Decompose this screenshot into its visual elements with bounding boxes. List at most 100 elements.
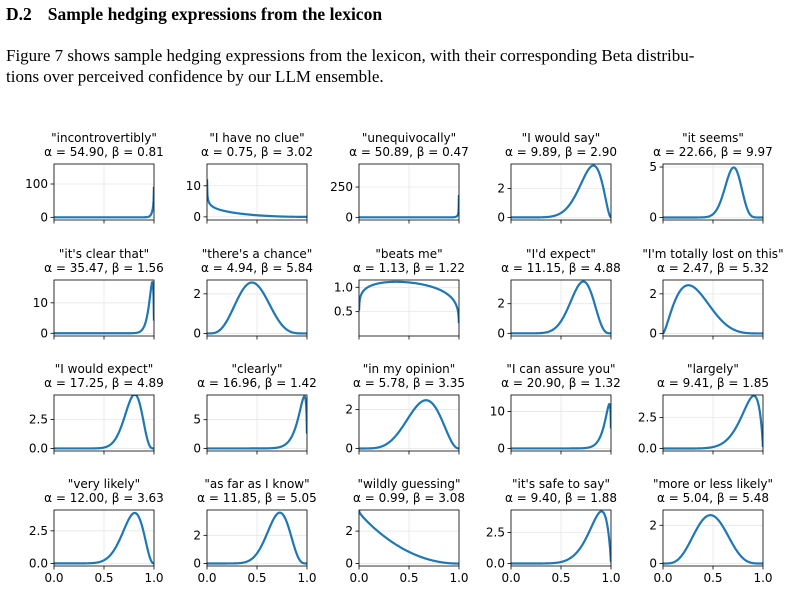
subplot-params: α = 9.40, β = 1.88	[505, 491, 617, 505]
beta-curve	[207, 395, 307, 450]
subplot-title: "I have no clue"	[209, 131, 304, 145]
y-tick-label: 250	[330, 180, 353, 194]
subplot: "largely"α = 9.41, β = 1.85 0.0 2.5	[638, 362, 769, 456]
subplot-params: α = 35.47, β = 1.56	[44, 261, 164, 275]
subplot: "I would expect"α = 17.25, β = 4.89 0.0 2.…	[29, 362, 164, 455]
y-tick-label: 0	[649, 210, 657, 224]
axes-frame	[53, 163, 155, 221]
axes-frame	[206, 163, 308, 221]
beta-curve	[207, 179, 307, 218]
subplot-params: α = 9.41, β = 1.85	[657, 376, 769, 390]
subplot-title: "I would say"	[522, 131, 601, 145]
x-tick-label: 1.0	[753, 571, 772, 585]
y-tick-label: 0	[193, 210, 201, 224]
x-tick-label: 1.0	[449, 571, 468, 585]
subplot-title: "largely"	[687, 362, 739, 376]
y-tick-label: 2.5	[638, 410, 657, 424]
axes-frame	[358, 163, 460, 221]
y-tick-label: 0	[649, 326, 657, 340]
axes-frame	[358, 394, 460, 452]
beta-curve	[359, 195, 459, 219]
y-tick-label: 1.0	[334, 280, 353, 294]
subplot-params: α = 20.90, β = 1.32	[501, 376, 621, 390]
x-tick-label: 1.0	[601, 571, 620, 585]
beta-curve	[511, 280, 611, 335]
subplot-title: "it seems"	[682, 131, 744, 145]
beta-curve	[207, 281, 307, 335]
subplot-title: "more or less likely"	[653, 477, 773, 491]
y-tick-label: 0	[40, 326, 48, 340]
subplot-title: "it's safe to say"	[512, 477, 610, 491]
subplot: "unequivocally"α = 50.89, β = 0.47 0 250	[330, 131, 469, 224]
x-tick-label: 0.0	[44, 571, 63, 585]
beta-curve	[511, 164, 611, 219]
axes-frame	[358, 509, 460, 567]
x-tick-label: 0.0	[197, 571, 216, 585]
y-tick-label: 0	[649, 557, 657, 571]
section-heading: D.2 Sample hedging expressions from the l…	[6, 4, 382, 25]
y-tick-label: 2	[345, 524, 353, 538]
subplot-params: α = 17.25, β = 4.89	[44, 376, 164, 390]
subplot-params: α = 2.47, β = 5.32	[657, 261, 769, 275]
figure-description: Figure 7 shows sample hedging expression…	[6, 45, 801, 87]
subplot-title: "in my opinion"	[363, 362, 456, 376]
y-tick-label: 2	[649, 287, 657, 301]
subplot: "incontrovertibly"α = 54.90, β = 0.81 0 10…	[25, 131, 164, 224]
subplot-title: "clearly"	[231, 362, 282, 376]
beta-curve	[54, 280, 154, 335]
y-tick-label: 2	[193, 287, 201, 301]
subplot-params: α = 11.15, β = 4.88	[501, 261, 621, 275]
x-tick-label: 1.0	[144, 571, 163, 585]
axes-frame	[662, 279, 764, 337]
beta-curve	[663, 514, 763, 565]
beta-curve	[54, 395, 154, 450]
subplot: "clearly"α = 16.96, β = 1.42 0 5	[193, 362, 316, 455]
axes-frame	[206, 509, 308, 567]
paragraph-line-1: Figure 7 shows sample hedging expression…	[6, 46, 695, 65]
x-tick-label: 0.0	[349, 571, 368, 585]
x-tick-label: 0.5	[94, 571, 113, 585]
y-tick-label: 5	[193, 413, 201, 427]
subplot-title: "very likely"	[68, 477, 140, 491]
axes-frame	[53, 509, 155, 567]
subplot-params: α = 54.90, β = 0.81	[44, 145, 164, 159]
y-tick-label: 0	[497, 210, 505, 224]
y-tick-label: 2.5	[29, 412, 48, 426]
subplot: "more or less likely"α = 5.04, β = 5.48 0…	[649, 477, 773, 585]
y-tick-label: 2	[497, 297, 505, 311]
subplot: "I can assure you"α = 20.90, β = 1.32 0 10	[490, 362, 621, 455]
beta-curve	[359, 510, 459, 565]
x-tick-label: 0.5	[247, 571, 266, 585]
subplot-params: α = 16.96, β = 1.42	[197, 376, 317, 390]
subplot: "as far as I know"α = 11.85, β = 5.05 0.0…	[193, 477, 316, 585]
y-tick-label: 0.0	[486, 557, 505, 571]
x-tick-label: 1.0	[297, 571, 316, 585]
axes-frame	[206, 394, 308, 452]
subplot: "in my opinion"α = 5.78, β = 3.35 0 2	[345, 362, 465, 455]
subplot: "it seems"α = 22.66, β = 9.97 0 5	[649, 131, 772, 224]
axes-frame	[510, 509, 612, 567]
subplot-title: "there's a chance"	[202, 247, 312, 261]
subplot: "beats me"α = 1.13, β = 1.22 0.5 1.0	[334, 247, 465, 340]
subplot-params: α = 9.89, β = 2.90	[505, 145, 617, 159]
axes-frame	[510, 163, 612, 221]
subplot-params: α = 4.94, β = 5.84	[201, 261, 313, 275]
y-tick-label: 0.5	[334, 305, 353, 319]
subplot-params: α = 22.66, β = 9.97	[653, 145, 773, 159]
subplot-title: "I can assure you"	[506, 362, 615, 376]
axes-frame	[510, 279, 612, 337]
subplot: "I would say"α = 9.89, β = 2.90 0 2	[497, 131, 617, 224]
beta-curve	[207, 511, 307, 565]
y-tick-label: 0	[193, 326, 201, 340]
subplot: "wildly guessing"α = 0.99, β = 3.08 0.0 0.…	[345, 477, 468, 585]
axes-frame	[53, 279, 155, 337]
y-tick-label: 2	[345, 403, 353, 417]
y-tick-label: 0	[345, 441, 353, 455]
subplot: "very likely"α = 12.00, β = 3.63 0.0 0.5 1.…	[29, 477, 164, 585]
axes-frame	[53, 394, 155, 452]
subplot-params: α = 11.85, β = 5.05	[197, 491, 317, 505]
axes-frame	[358, 279, 460, 337]
x-tick-label: 0.5	[551, 571, 570, 585]
y-tick-label: 2	[497, 182, 505, 196]
subplot-title: "I would expect"	[55, 362, 154, 376]
